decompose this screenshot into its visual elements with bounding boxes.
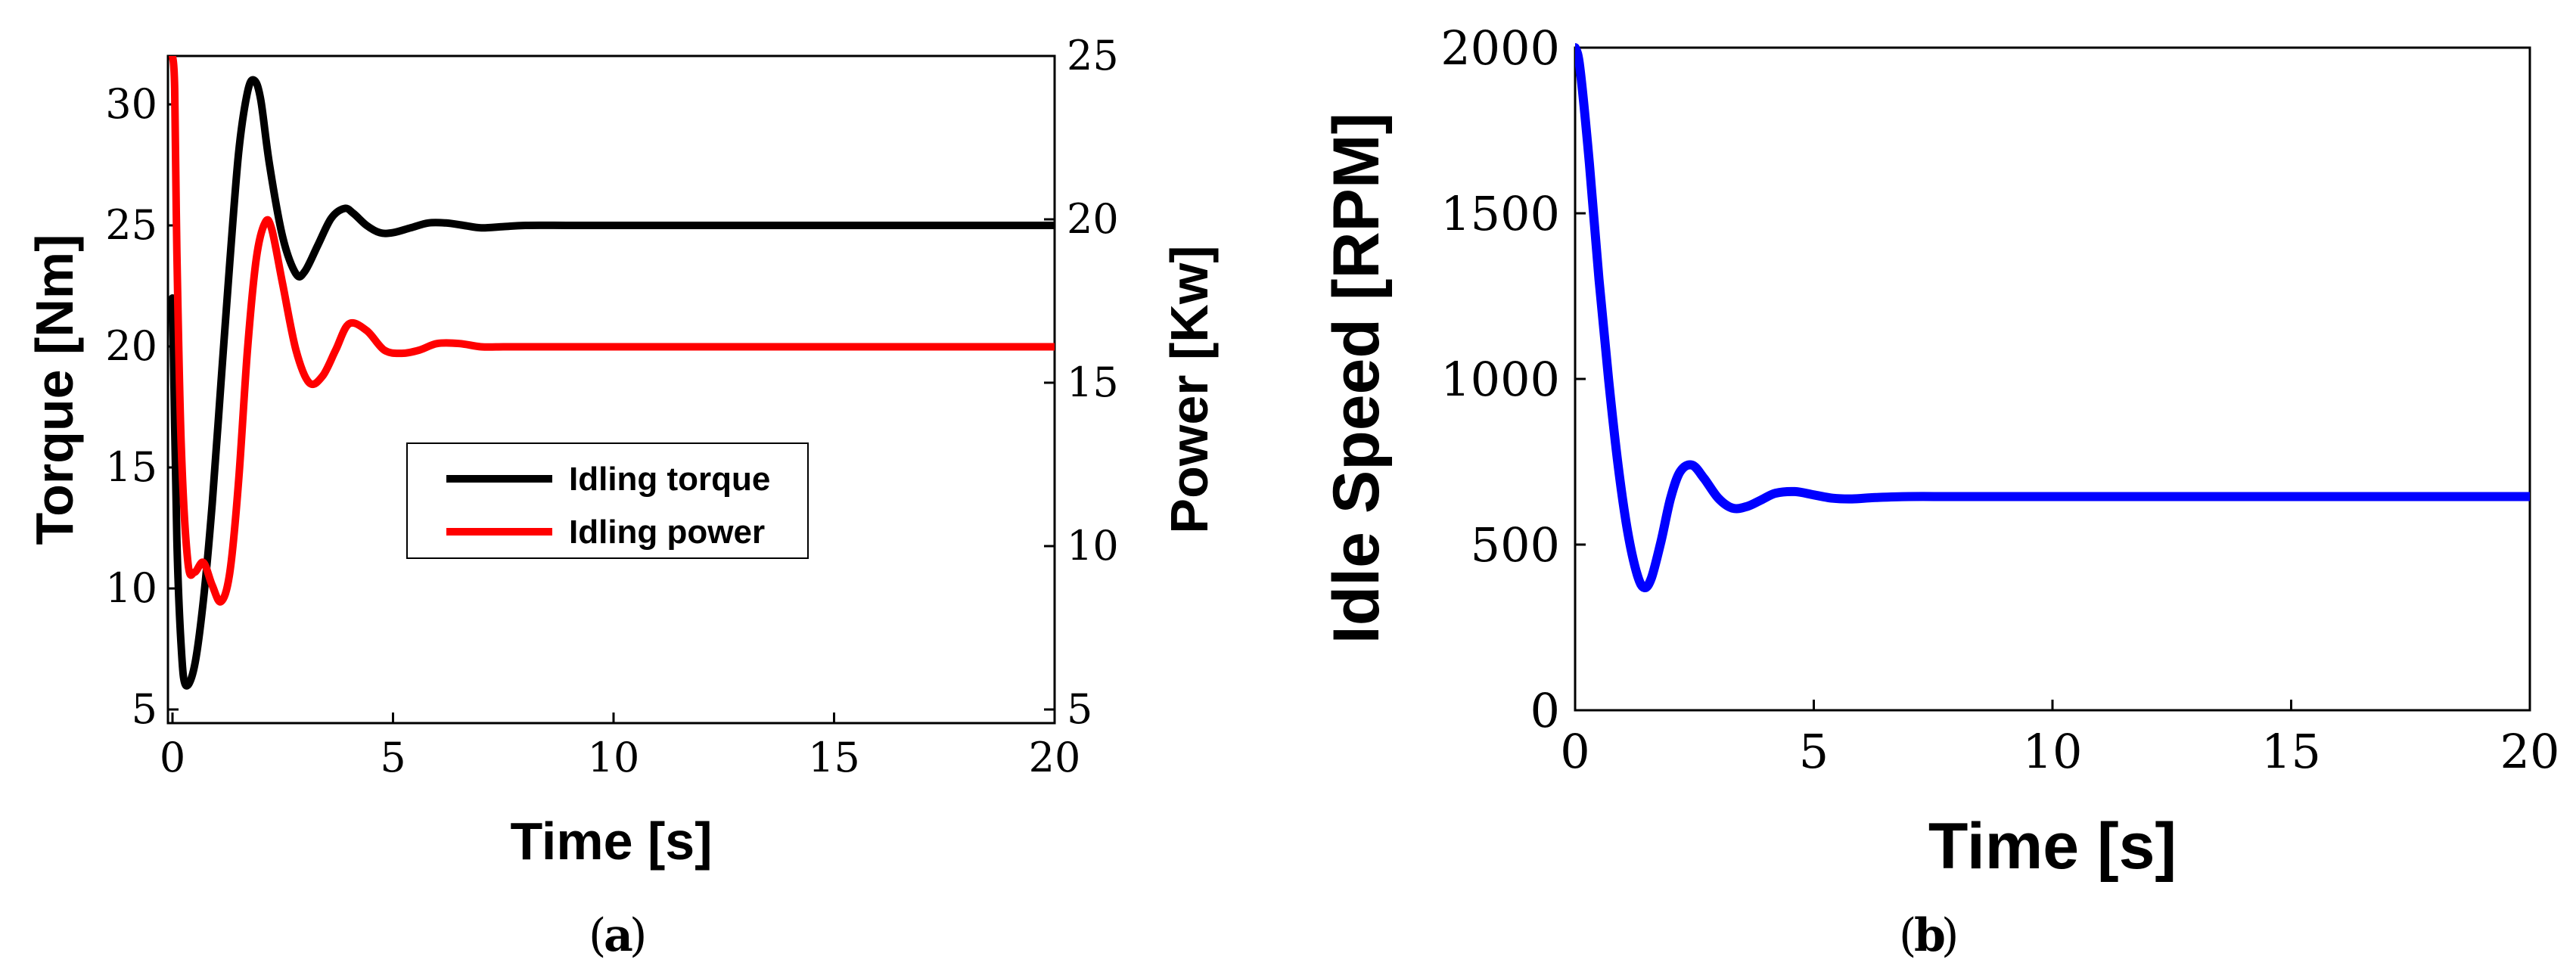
x-tick-label: 5	[380, 734, 406, 781]
y-tick-label: 1500	[1440, 186, 1560, 241]
left-y-tick-label: 20	[105, 322, 157, 370]
x-tick-label: 20	[2500, 724, 2560, 779]
panel-a-right-y-axis-label: Power [Kw]	[1160, 245, 1219, 533]
x-tick-label: 10	[588, 734, 640, 781]
x-tick-label: 15	[808, 734, 860, 781]
right-y-tick-label: 15	[1067, 359, 1119, 406]
legend-label-idling-torque: Idling torque	[569, 461, 770, 498]
x-tick-label: 15	[2261, 724, 2321, 779]
panel-b-y-ticks: 0 500 1000 1500 2000	[1440, 20, 1586, 738]
panel-a-series-lines	[169, 56, 1055, 690]
left-y-tick-label: 5	[132, 685, 157, 733]
panel-a-plot-frame	[166, 54, 1056, 725]
panel-a-x-axis-label: Time [s]	[510, 812, 712, 871]
x-tick-label: 5	[1799, 724, 1829, 779]
panel-b-caption-open-paren: (	[1899, 909, 1916, 962]
panel-b-x-ticks: 0 5 10 15 20	[1560, 700, 2559, 779]
panel-b-caption-close-paren: )	[1941, 909, 1959, 962]
x-tick-label: 0	[1560, 724, 1589, 779]
panel-b-x-axis-label: Time [s]	[1928, 810, 2177, 883]
panel-b-caption-letter: b	[1914, 909, 1946, 962]
y-tick-label: 0	[1530, 683, 1560, 738]
left-y-tick-label: 10	[105, 564, 157, 612]
y-tick-label: 1000	[1440, 352, 1560, 407]
left-y-tick-label: 30	[105, 80, 157, 128]
panel-a-left-y-ticks: 5 10 15 20 25 30	[105, 80, 179, 733]
right-y-tick-label: 10	[1067, 522, 1119, 570]
x-tick-label: 0	[160, 734, 185, 781]
x-tick-label: 20	[1029, 734, 1081, 781]
left-y-tick-label: 15	[105, 443, 157, 491]
right-y-tick-label: 20	[1067, 195, 1119, 243]
panel-a-caption-open-paren: (	[589, 909, 606, 962]
panel-a-right-y-ticks: 5 10 15 20 25	[1044, 32, 1119, 733]
right-y-tick-label: 5	[1067, 685, 1092, 733]
series-line-idling-power	[169, 56, 1055, 606]
panel-b-series-lines	[1575, 43, 2530, 592]
panel-a-legend: Idling torque Idling power	[406, 442, 809, 559]
panel-a-caption-letter: a	[604, 909, 633, 962]
panel-b-idle-speed-chart: 0 5 10 15 20 0 500 1000 1500 2000 Time [s] Idle …	[1320, 20, 2559, 962]
x-tick-label: 10	[2023, 724, 2083, 779]
panel-b-plot-frame	[1574, 46, 2531, 712]
panel-a-left-y-axis-label: Torque [Nm]	[25, 234, 84, 545]
series-line-idling-torque	[169, 76, 1055, 690]
legend-label-idling-power: Idling power	[569, 514, 765, 551]
legend-box	[406, 442, 809, 559]
right-y-tick-label: 25	[1067, 32, 1119, 79]
panel-a-x-ticks: 0 5 10 15 20	[160, 713, 1081, 781]
panel-a-caption-close-paren: )	[629, 909, 647, 962]
series-line-idle-speed	[1575, 43, 2530, 592]
y-tick-label: 2000	[1440, 20, 1560, 76]
y-tick-label: 500	[1471, 517, 1560, 573]
panel-b-y-axis-label: Idle Speed [RPM]	[1320, 113, 1393, 644]
left-y-tick-label: 25	[105, 201, 157, 249]
